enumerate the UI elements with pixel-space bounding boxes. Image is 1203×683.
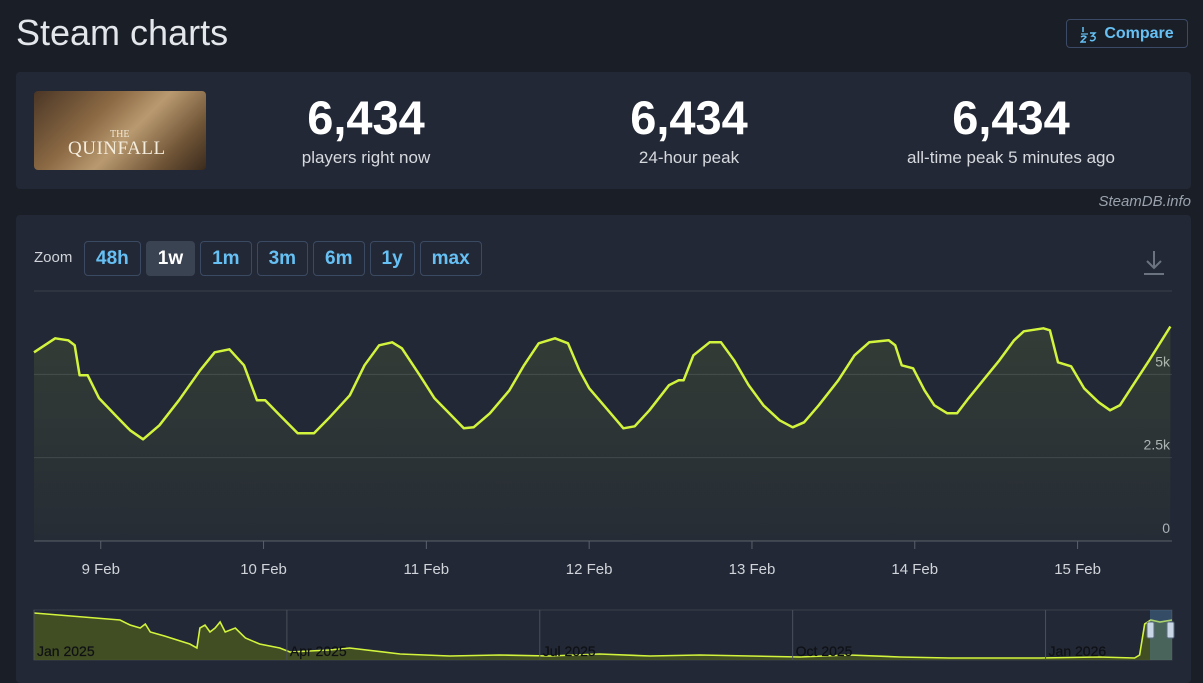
zoom-button[interactable]: 3m — [256, 241, 309, 276]
navigator-line — [33, 612, 1173, 659]
x-tick-label: 9 Feb — [82, 561, 120, 578]
x-tick-label: 10 Feb — [240, 561, 287, 578]
navigator-tick-label: Apr 2025 — [290, 643, 347, 659]
stat-value: 6,434 — [307, 91, 425, 144]
stat-label: all-time peak 5 minutes ago — [907, 148, 1115, 167]
stat: 6,434 players right now — [206, 90, 526, 168]
zoom-button[interactable]: 1w — [145, 241, 196, 276]
zoom-button[interactable]: 6m — [313, 241, 365, 276]
stat-value: 6,434 — [630, 91, 748, 144]
navigator-tick-label: Jul 2025 — [543, 643, 596, 659]
x-tick-label: 15 Feb — [1054, 561, 1101, 578]
navigator-area — [34, 613, 1172, 660]
thumbnail-text: QUINFALL — [68, 138, 166, 159]
compare-label: Compare — [1104, 24, 1174, 42]
navigator-tick-label: Oct 2025 — [796, 643, 853, 659]
navigator-tick-label: Jan 2026 — [1049, 643, 1107, 659]
stat: 6,434 all-time peak 5 minutes ago — [851, 90, 1171, 168]
game-thumbnail: THE QUINFALL — [34, 91, 206, 170]
stats-card — [16, 72, 1191, 189]
navigator-tick-label: Jan 2025 — [37, 643, 95, 659]
page-title: Steam charts — [16, 12, 229, 53]
compare-button[interactable]: Compare — [1066, 19, 1188, 48]
zoom-button[interactable]: 1y — [369, 241, 415, 276]
thumbnail-text: THE — [110, 129, 130, 140]
zoom-button[interactable]: 1m — [200, 241, 252, 276]
compare-icon — [1080, 26, 1098, 43]
selection-handle — [1166, 621, 1175, 639]
selection-handle — [1146, 621, 1155, 639]
selection-mask — [1150, 610, 1172, 660]
stat-value: 6,434 — [952, 91, 1070, 144]
line-area — [34, 326, 1171, 541]
zoom-label: Zoom — [34, 249, 73, 266]
zoom-buttons: 48h 1w 1m 3m 6m 1y max — [84, 241, 482, 276]
x-tick-label: 12 Feb — [566, 561, 613, 578]
x-tick-label: 11 Feb — [404, 561, 450, 578]
stat-label: 24-hour peak — [638, 148, 740, 167]
download-icon[interactable] — [1144, 251, 1164, 275]
navigator-selection[interactable] — [1146, 610, 1175, 660]
x-tick-label: 14 Feb — [891, 561, 938, 578]
stat-label: players right now — [301, 148, 431, 167]
zoom-button[interactable]: max — [419, 241, 482, 276]
data-line — [33, 325, 1172, 441]
stat: 6,434 24-hour peak — [529, 90, 849, 168]
zoom-button[interactable]: 48h — [84, 241, 141, 276]
watermark: SteamDB.info — [1098, 193, 1191, 210]
x-tick-label: 13 Feb — [729, 561, 776, 578]
